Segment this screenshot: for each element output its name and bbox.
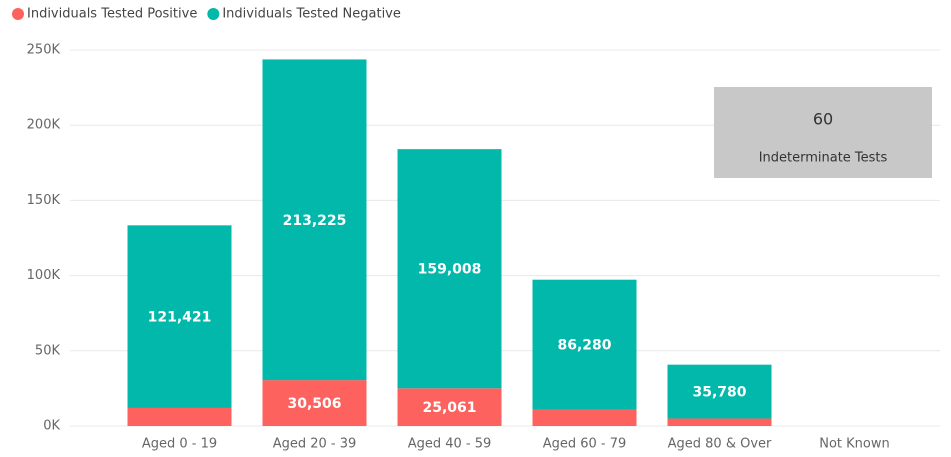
x-tick-label: Not Known xyxy=(819,437,890,452)
bar-segment xyxy=(532,409,637,426)
data-label: 121,421 xyxy=(148,310,212,326)
bar-segment xyxy=(127,407,232,426)
bar-segment xyxy=(127,225,232,408)
bar-segment xyxy=(667,364,772,419)
card-label: Indeterminate Tests xyxy=(759,151,888,166)
bar-segment xyxy=(532,279,637,410)
data-label: 25,061 xyxy=(422,400,476,416)
x-tick-label: Aged 0 - 19 xyxy=(142,437,217,452)
x-tick-label: Aged 80 & Over xyxy=(668,437,772,452)
card xyxy=(714,87,932,178)
data-label: 213,225 xyxy=(283,213,347,229)
bar-segment xyxy=(397,149,502,389)
legend-marker xyxy=(207,8,220,20)
y-tick-label: 250K xyxy=(27,43,61,58)
y-tick-label: 50K xyxy=(35,343,61,358)
bar-segment xyxy=(262,380,367,426)
x-tick-label: Aged 40 - 59 xyxy=(408,437,492,452)
y-tick-label: 200K xyxy=(27,118,61,133)
bar-segment xyxy=(262,59,367,381)
card-value: 60 xyxy=(813,110,833,129)
data-label: 30,506 xyxy=(287,396,341,412)
y-tick-label: 150K xyxy=(27,193,61,208)
y-tick-label: 100K xyxy=(27,268,61,283)
legend-marker xyxy=(12,8,24,20)
legend-label: Individuals Tested Positive xyxy=(27,7,197,22)
bar-segment xyxy=(667,418,772,426)
x-tick-label: Aged 20 - 39 xyxy=(273,437,357,452)
bar-segment xyxy=(397,388,502,426)
legend-label: Individuals Tested Negative xyxy=(222,7,401,22)
y-tick-label: 0K xyxy=(43,419,60,434)
x-tick-label: Aged 60 - 79 xyxy=(543,437,627,452)
data-label: 35,780 xyxy=(692,385,746,401)
data-label: 159,008 xyxy=(418,262,482,278)
data-label: 86,280 xyxy=(557,338,611,354)
